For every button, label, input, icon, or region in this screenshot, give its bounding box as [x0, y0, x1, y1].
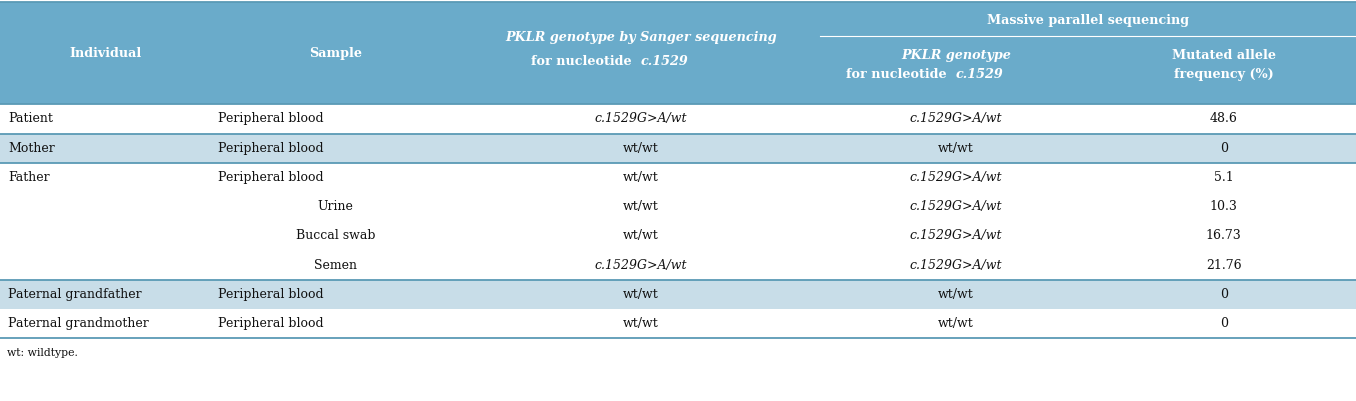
Bar — [0, 221, 1356, 251]
Text: Peripheral blood: Peripheral blood — [218, 288, 324, 301]
Text: c.1529G>A/wt: c.1529G>A/wt — [910, 200, 1002, 213]
Text: c.1529G>A/wt: c.1529G>A/wt — [910, 259, 1002, 272]
Text: Peripheral blood: Peripheral blood — [218, 171, 324, 184]
Bar — [0, 192, 1356, 221]
Text: Urine: Urine — [317, 200, 354, 213]
Text: c.1529G>A/wt: c.1529G>A/wt — [594, 259, 687, 272]
Text: wt/wt: wt/wt — [622, 317, 659, 330]
Text: 21.76: 21.76 — [1205, 259, 1242, 272]
Text: Father: Father — [8, 171, 50, 184]
Text: wt/wt: wt/wt — [622, 142, 659, 155]
Text: frequency (%): frequency (%) — [1174, 68, 1273, 81]
Text: PKLR genotype by Sanger sequencing: PKLR genotype by Sanger sequencing — [504, 31, 777, 44]
Text: 16.73: 16.73 — [1205, 229, 1242, 243]
Bar — [0, 2, 1356, 104]
Text: for nucleotide: for nucleotide — [530, 55, 641, 68]
Text: Massive parallel sequencing: Massive parallel sequencing — [987, 14, 1189, 27]
Text: Buccal swab: Buccal swab — [296, 229, 376, 243]
Text: 0: 0 — [1220, 142, 1227, 155]
Text: wt/wt: wt/wt — [938, 288, 974, 301]
Text: Peripheral blood: Peripheral blood — [218, 142, 324, 155]
Bar — [0, 104, 1356, 134]
Text: c.1529G>A/wt: c.1529G>A/wt — [910, 171, 1002, 184]
Text: Patient: Patient — [8, 112, 53, 126]
Text: Mutated allele: Mutated allele — [1172, 49, 1276, 62]
Bar — [0, 163, 1356, 192]
Text: wt/wt: wt/wt — [622, 229, 659, 243]
Text: 48.6: 48.6 — [1210, 112, 1238, 126]
Text: PKLR genotype: PKLR genotype — [900, 49, 1012, 62]
Text: wt/wt: wt/wt — [622, 288, 659, 301]
Text: wt/wt: wt/wt — [938, 142, 974, 155]
Text: 5.1: 5.1 — [1214, 171, 1234, 184]
Text: Sample: Sample — [309, 47, 362, 60]
Text: c.1529G>A/wt: c.1529G>A/wt — [910, 229, 1002, 243]
Text: wt/wt: wt/wt — [622, 200, 659, 213]
Text: for nucleotide: for nucleotide — [846, 68, 956, 81]
Text: Paternal grandmother: Paternal grandmother — [8, 317, 149, 330]
Text: Paternal grandfather: Paternal grandfather — [8, 288, 142, 301]
Text: 10.3: 10.3 — [1210, 200, 1238, 213]
Bar — [0, 134, 1356, 163]
Text: wt: wildtype.: wt: wildtype. — [7, 348, 77, 358]
Text: 0: 0 — [1220, 288, 1227, 301]
Text: c.1529G>A/wt: c.1529G>A/wt — [594, 112, 687, 126]
Text: wt/wt: wt/wt — [622, 171, 659, 184]
Text: c.1529: c.1529 — [956, 68, 1003, 81]
Text: Mother: Mother — [8, 142, 54, 155]
Text: Peripheral blood: Peripheral blood — [218, 112, 324, 126]
Text: Individual: Individual — [69, 47, 141, 60]
Text: c.1529: c.1529 — [641, 55, 689, 68]
Bar — [0, 280, 1356, 309]
Text: c.1529G>A/wt: c.1529G>A/wt — [910, 112, 1002, 126]
Text: 0: 0 — [1220, 317, 1227, 330]
Text: Semen: Semen — [315, 259, 357, 272]
Text: wt/wt: wt/wt — [938, 317, 974, 330]
Text: Peripheral blood: Peripheral blood — [218, 317, 324, 330]
Bar — [0, 251, 1356, 280]
Bar — [0, 309, 1356, 338]
